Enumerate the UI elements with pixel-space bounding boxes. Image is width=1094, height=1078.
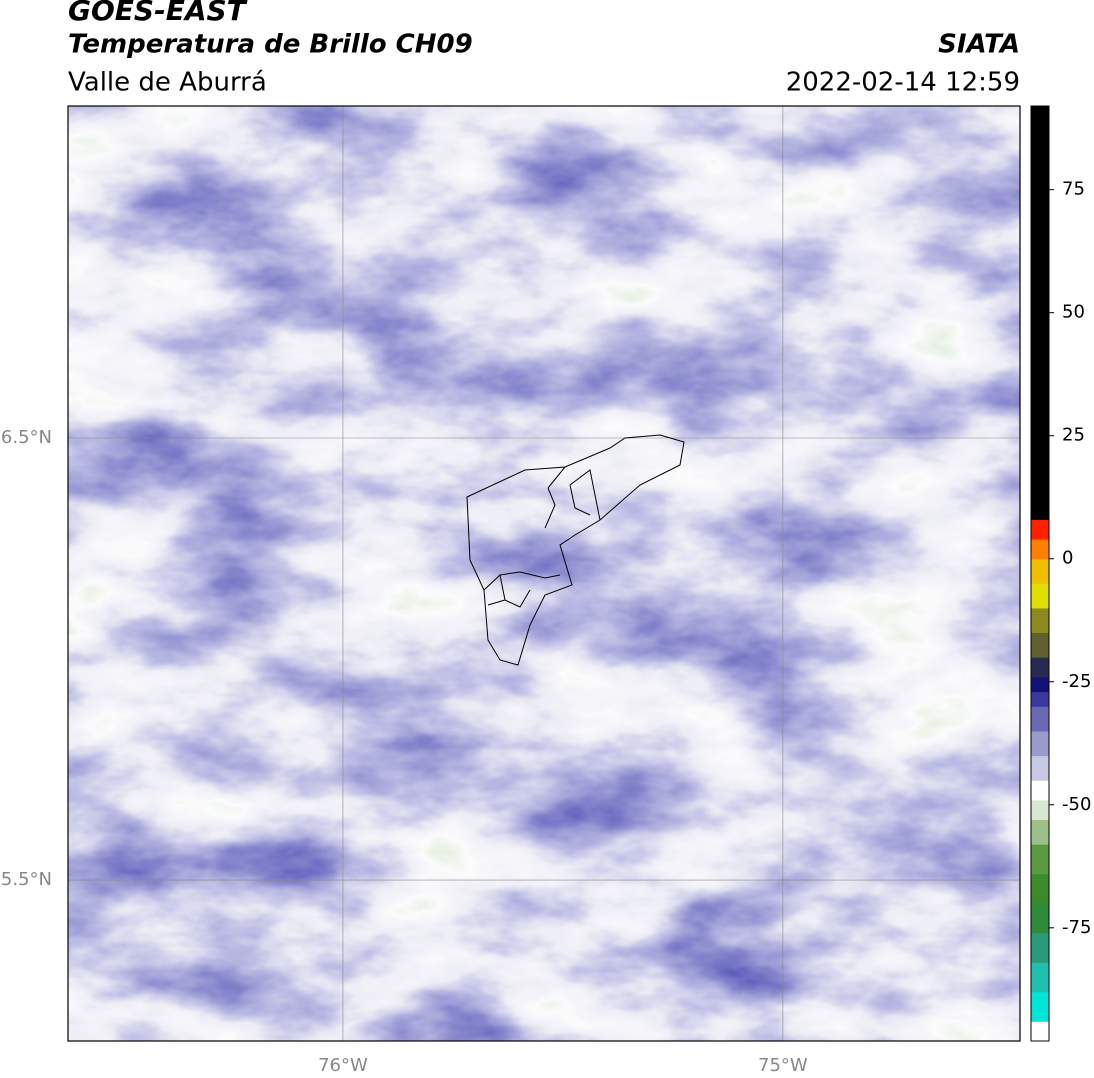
colorbar-segment	[1031, 903, 1049, 934]
colorbar-segment	[1031, 819, 1049, 845]
y-tick-label: 6.5°N	[1, 427, 52, 448]
grid	[68, 106, 1020, 1041]
colorbar-frame	[1030, 105, 1050, 1042]
colorbar-segment	[1031, 106, 1049, 520]
colorbar-segment	[1031, 519, 1049, 540]
colorbar-tick-label: 25	[1062, 425, 1085, 446]
colorbar-segment	[1031, 607, 1049, 634]
brightness-field	[68, 106, 1020, 1041]
colorbar-segment	[1031, 932, 1049, 963]
title: GOES-EAST	[68, 0, 248, 27]
colorbar-segment	[1031, 691, 1049, 707]
colorbar-segment	[1031, 873, 1049, 904]
colorbar-tick-label: -25	[1062, 671, 1091, 692]
colorbar-segment	[1031, 799, 1049, 821]
y-tick-label: 5.5°N	[1, 869, 52, 890]
datetime: 2022-02-14 12:59	[786, 68, 1020, 98]
colorbar-segment	[1031, 539, 1049, 560]
colorbar-segment	[1031, 755, 1049, 781]
colorbar-tick-label: 50	[1062, 302, 1085, 323]
map-image	[68, 106, 1020, 1041]
colorbar-segment	[1031, 558, 1049, 584]
x-tick-label: 75°W	[758, 1055, 808, 1076]
colorbar-segment	[1031, 632, 1049, 658]
municipal-lines	[483, 466, 601, 608]
colorbar	[1031, 106, 1049, 1042]
map-frame	[67, 105, 1021, 1042]
colorbar-segment	[1031, 991, 1049, 1022]
colorbar-segment	[1031, 657, 1049, 678]
colorbar-segment	[1031, 676, 1049, 693]
colorbar-segment	[1031, 844, 1049, 875]
aburra-outline	[466, 434, 685, 666]
colorbar-segment	[1031, 780, 1049, 801]
region: Valle de Aburrá	[68, 68, 267, 98]
colorbar-tick-label: -50	[1062, 794, 1091, 815]
colorbar-segment	[1031, 706, 1049, 732]
colorbar-segment	[1031, 962, 1049, 993]
colorbar-segment	[1031, 1021, 1049, 1042]
boundary	[466, 434, 685, 666]
colorbar-tick-label: -75	[1062, 917, 1091, 938]
colorbar-segment	[1031, 730, 1049, 757]
subtitle: Temperatura de Brillo CH09	[68, 30, 473, 60]
source: SIATA	[938, 30, 1020, 60]
colorbar-tick-label: 75	[1062, 179, 1085, 200]
colorbar-segment	[1031, 583, 1049, 609]
colorbar-tick-label: 0	[1062, 548, 1073, 569]
x-tick-label: 76°W	[318, 1055, 368, 1076]
